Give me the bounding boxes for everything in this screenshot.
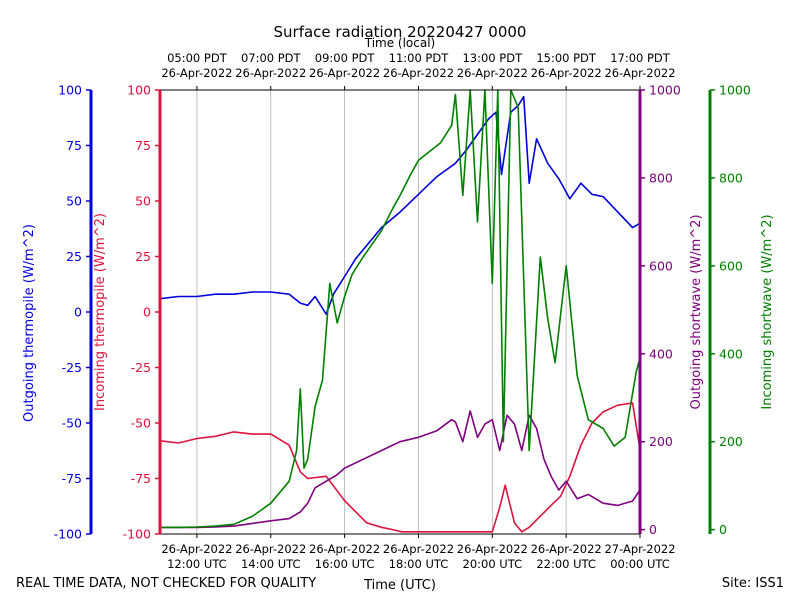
series-line-outgoing-thermopile: [159, 95, 641, 316]
x-tick-date-top-4: 26-Apr-2022: [457, 66, 528, 80]
x-tick-time-bottom-3: 18:00 UTC: [389, 557, 449, 571]
x-tick-date-top-5: 26-Apr-2022: [531, 66, 602, 80]
y-tick-label-outgoing-thermopile-8: 100: [58, 83, 82, 98]
y-axis-label-incoming-shortwave: Incoming shortwave (W/m^2): [760, 214, 775, 409]
x-tick-date-top-2: 26-Apr-2022: [309, 66, 380, 80]
x-tick-date-top-0: 26-Apr-2022: [161, 66, 232, 80]
series-line-incoming-shortwave: [160, 89, 641, 529]
top-axis-label: Time (local): [364, 36, 436, 50]
x-tick-date-bottom-1: 26-Apr-2022: [235, 542, 306, 556]
y-tick-label-incoming-thermopile-5: 25: [135, 249, 151, 264]
x-tick-date-bottom-3: 26-Apr-2022: [383, 542, 454, 556]
y-tick-label-incoming-shortwave-1: 200: [719, 434, 743, 449]
y-tick-label-incoming-thermopile-4: 0: [143, 305, 151, 320]
y-tick-label-outgoing-thermopile-1: -75: [62, 471, 82, 486]
grid: [196, 90, 567, 534]
y-axes: -100 -75 -50 -25 0 25 50 75 100 -100 -75 -50 -25 0 25 5…: [54, 83, 751, 542]
x-tick-date-top-3: 26-Apr-2022: [383, 66, 454, 80]
y-tick-label-incoming-thermopile-6: 50: [135, 194, 151, 209]
x-tick-time-top-6: 17:00 PDT: [610, 51, 671, 65]
x-tick-time-bottom-1: 14:00 UTC: [241, 557, 301, 571]
y-tick-label-incoming-thermopile-1: -75: [131, 471, 151, 486]
x-axis-label: Time (UTC): [363, 578, 436, 593]
x-tick-time-bottom-4: 20:00 UTC: [463, 557, 523, 571]
x-tick-date-bottom-6: 27-Apr-2022: [604, 542, 675, 556]
y-tick-label-incoming-thermopile-0: -100: [123, 527, 151, 542]
y-tick-label-outgoing-thermopile-5: 25: [66, 249, 82, 264]
x-tick-time-top-0: 05:00 PDT: [167, 51, 228, 65]
y-tick-label-outgoing-thermopile-7: 75: [66, 138, 82, 153]
series-group: [159, 89, 641, 533]
x-tick-date-top-6: 26-Apr-2022: [604, 66, 675, 80]
y-axis-label-incoming-thermopile: Incoming thermopile (W/m^2): [93, 213, 108, 411]
x-tick-date-bottom-0: 26-Apr-2022: [161, 542, 232, 556]
x-tick-date-bottom-2: 26-Apr-2022: [309, 542, 380, 556]
y-tick-label-incoming-shortwave-5: 1000: [719, 83, 751, 98]
y-axis-label-outgoing-thermopile: Outgoing thermopile (W/m^2): [22, 224, 37, 422]
x-tick-time-top-5: 15:00 PDT: [536, 51, 597, 65]
x-tick-date-top-1: 26-Apr-2022: [235, 66, 306, 80]
x-tick-time-top-4: 13:00 PDT: [462, 51, 523, 65]
footer-quality-note: REAL TIME DATA, NOT CHECKED FOR QUALITY: [16, 576, 316, 591]
y-tick-label-outgoing-shortwave-5: 1000: [649, 83, 681, 98]
y-tick-label-incoming-shortwave-0: 0: [719, 522, 727, 537]
y-axis-label-outgoing-shortwave: Outgoing shortwave (W/m^2): [689, 214, 704, 409]
x-tick-time-bottom-5: 22:00 UTC: [536, 557, 596, 571]
y-tick-label-outgoing-thermopile-6: 50: [66, 194, 82, 209]
series-line-incoming-thermopile: [159, 402, 641, 533]
y-tick-label-incoming-thermopile-7: 75: [135, 138, 151, 153]
y-tick-label-outgoing-shortwave-1: 200: [649, 434, 673, 449]
y-tick-label-incoming-thermopile-2: -50: [131, 416, 151, 431]
y-tick-label-incoming-thermopile-8: 100: [127, 83, 151, 98]
x-tick-time-bottom-6: 00:00 UTC: [610, 557, 670, 571]
x-tick-time-top-1: 07:00 PDT: [241, 51, 302, 65]
y-tick-label-outgoing-thermopile-3: -25: [62, 360, 82, 375]
y-tick-label-incoming-shortwave-4: 800: [719, 170, 743, 185]
y-tick-label-outgoing-thermopile-2: -50: [62, 416, 82, 431]
y-tick-label-outgoing-shortwave-4: 800: [649, 170, 673, 185]
chart-title: Surface radiation 20220427 0000: [274, 23, 527, 41]
y-tick-label-incoming-thermopile-3: -25: [131, 360, 151, 375]
y-tick-label-outgoing-thermopile-0: -100: [54, 527, 82, 542]
x-tick-time-top-3: 11:00 PDT: [389, 51, 450, 65]
y-tick-label-outgoing-shortwave-0: 0: [649, 522, 657, 537]
y-tick-label-outgoing-shortwave-3: 600: [649, 258, 673, 273]
footer-site: Site: ISS1: [722, 576, 784, 591]
x-tick-time-top-2: 09:00 PDT: [315, 51, 376, 65]
y-tick-label-incoming-shortwave-3: 600: [719, 258, 743, 273]
x-tick-date-bottom-4: 26-Apr-2022: [457, 542, 528, 556]
x-tick-date-bottom-5: 26-Apr-2022: [531, 542, 602, 556]
y-tick-label-outgoing-shortwave-2: 400: [649, 346, 673, 361]
y-tick-label-outgoing-thermopile-4: 0: [74, 305, 82, 320]
series-line-outgoing-shortwave: [160, 410, 641, 529]
x-tick-time-bottom-0: 12:00 UTC: [167, 557, 227, 571]
x-tick-time-bottom-2: 16:00 UTC: [315, 557, 375, 571]
y-tick-label-incoming-shortwave-2: 400: [719, 346, 743, 361]
